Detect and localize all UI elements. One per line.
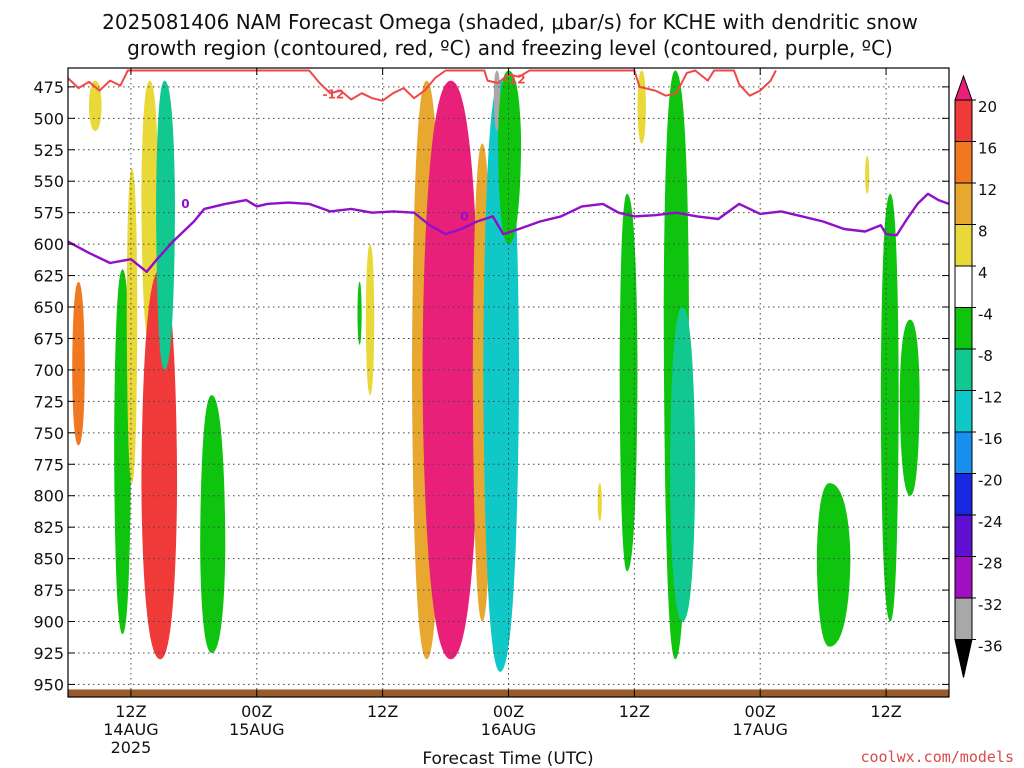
omega-shade-2 <box>114 269 131 635</box>
colorbar-label--16: -16 <box>978 430 1003 448</box>
x-tick-label-18-1: 00Z <box>241 702 272 721</box>
omega-shade-20 <box>816 483 851 647</box>
colorbar-label--36: -36 <box>978 638 1003 656</box>
colorbar-swatch-1 <box>954 141 973 184</box>
colorbar-label-12: 12 <box>978 181 997 199</box>
omega-shade-22 <box>899 319 920 496</box>
contour-layer: 0 0 -12 -12 <box>68 69 949 273</box>
x-axis-title: Forecast Time (UTC) <box>422 749 593 768</box>
omega-shade-15 <box>498 70 522 245</box>
y-tick-label-550: 550 <box>33 172 64 191</box>
y-tick-label-925: 925 <box>33 644 64 663</box>
y-axis: 475 500 525 550 575 600 625 650 675 700 725 750 775 8… <box>33 78 949 694</box>
y-tick-label-750: 750 <box>33 424 64 443</box>
colorbar-label--8: -8 <box>978 347 993 365</box>
colorbar-label-20: 20 <box>978 98 997 116</box>
y-tick-label-625: 625 <box>33 267 64 286</box>
omega-shade-17 <box>619 193 638 572</box>
y-tick-label-900: 900 <box>33 613 64 632</box>
y-tick-label-675: 675 <box>33 329 64 348</box>
colorbar-label--12: -12 <box>978 389 1003 407</box>
dgz-label-0: -12 <box>323 87 345 101</box>
colorbar-bottom-arrow <box>954 639 973 678</box>
y-tick-label-500: 500 <box>33 109 64 128</box>
colorbar-label--4: -4 <box>978 306 993 324</box>
colorbar-swatch-2 <box>954 182 973 225</box>
colorbar-label-8: 8 <box>978 223 988 241</box>
omega-shade-9 <box>357 281 362 345</box>
omega-shade-23 <box>865 156 870 194</box>
omega-shade-14 <box>493 70 501 131</box>
omega-shade-7 <box>200 395 226 653</box>
dgz-minus12-contour <box>68 69 777 102</box>
omega-shade-6 <box>156 80 175 370</box>
chart-title-line2: growth region (contoured, red, ºC) and f… <box>127 36 893 60</box>
chart-title-line1: 2025081406 NAM Forecast Omega (shaded, μ… <box>102 10 918 34</box>
colorbar-swatch-8 <box>954 431 973 474</box>
y-tick-label-950: 950 <box>33 675 64 694</box>
colorbar-swatch-12 <box>954 597 973 640</box>
y-tick-label-875: 875 <box>33 581 64 600</box>
colorbar-swatch-3 <box>954 224 973 267</box>
site-credit: coolwx.com/models <box>860 748 1014 766</box>
x-tick-label-66-1: 00Z <box>745 702 776 721</box>
y-tick-label-725: 725 <box>33 392 64 411</box>
x-tick-label-54-1: 12Z <box>619 702 650 721</box>
x-tick-label-6-2: 14AUG <box>103 720 158 739</box>
y-tick-label-650: 650 <box>33 298 64 317</box>
colorbar-label--28: -28 <box>978 555 1003 573</box>
x-tick-label-42-1: 00Z <box>493 702 524 721</box>
colorbar-label-4: 4 <box>978 264 988 282</box>
omega-shade-3 <box>126 168 138 484</box>
colorbar-label--32: -32 <box>978 596 1003 614</box>
omega-shade-8 <box>365 244 375 396</box>
colorbar-swatch-0 <box>954 99 973 142</box>
freezing-level-label-1: 0 <box>460 209 468 223</box>
y-tick-label-700: 700 <box>33 361 64 380</box>
gridlines <box>68 68 949 697</box>
omega-shading-layer <box>72 70 920 672</box>
omega-shade-0 <box>72 281 85 446</box>
freezing-level-contour <box>68 192 949 273</box>
y-tick-label-575: 575 <box>33 204 64 223</box>
y-tick-label-600: 600 <box>33 235 64 254</box>
colorbar-swatch-9 <box>954 473 973 516</box>
y-tick-label-825: 825 <box>33 518 64 537</box>
freezing-level-label-0: 0 <box>181 197 189 211</box>
omega-shade-21 <box>880 193 899 622</box>
colorbar-swatch-4 <box>954 265 973 308</box>
colorbar-swatch-5 <box>954 307 973 350</box>
colorbar-label--24: -24 <box>978 513 1003 531</box>
colorbar-swatch-11 <box>954 556 973 599</box>
y-tick-label-475: 475 <box>33 78 64 97</box>
colorbar-swatch-10 <box>954 514 973 557</box>
x-tick-label-30-1: 12Z <box>367 702 398 721</box>
omega-shade-11 <box>422 80 480 660</box>
colorbar-label--20: -20 <box>978 472 1003 490</box>
y-tick-label-800: 800 <box>33 487 64 506</box>
colorbar-label-16: 16 <box>978 140 997 158</box>
colorbar-swatch-6 <box>954 348 973 391</box>
omega-shade-19 <box>670 307 696 622</box>
x-tick-label-78-1: 12Z <box>870 702 901 721</box>
colorbar-top-arrow <box>954 74 973 101</box>
y-tick-label-775: 775 <box>33 455 64 474</box>
x-tick-label-6-3: 2025 <box>111 738 152 757</box>
colorbar-swatch-7 <box>954 390 973 433</box>
colorbar: 20 16 12 8 4 -4 -8 -12 -16 -20 -24 -28 -32 -36 <box>954 74 1003 678</box>
x-tick-label-42-2: 16AUG <box>481 720 536 739</box>
x-tick-label-66-2: 17AUG <box>733 720 788 739</box>
dgz-label-1: -12 <box>504 72 526 86</box>
x-tick-label-6-1: 12Z <box>115 702 146 721</box>
y-tick-label-850: 850 <box>33 550 64 569</box>
y-tick-label-525: 525 <box>33 141 64 160</box>
x-tick-label-18-2: 15AUG <box>229 720 284 739</box>
omega-shade-24 <box>597 483 602 521</box>
